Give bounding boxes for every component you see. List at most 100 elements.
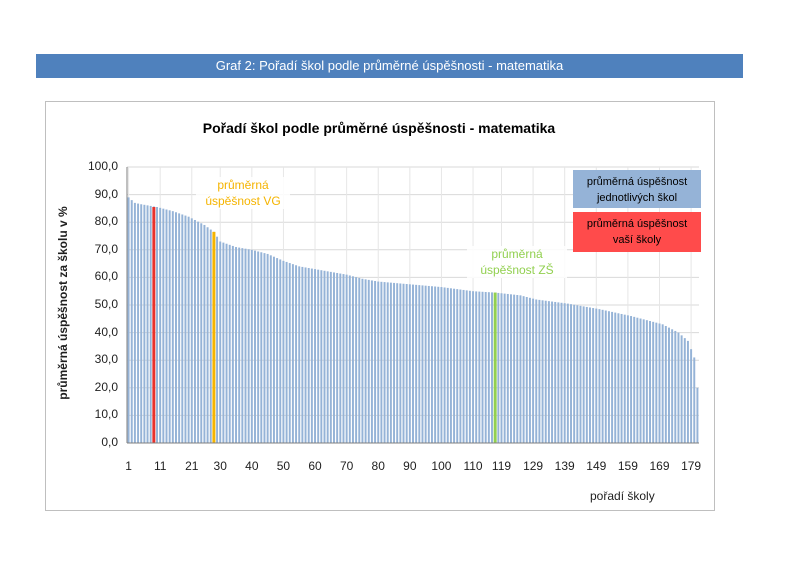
- x-tick-label: 110: [463, 459, 483, 473]
- school-bar: [570, 304, 572, 443]
- school-bar: [636, 317, 639, 443]
- school-bar: [396, 283, 399, 443]
- school-bar: [301, 266, 304, 443]
- school-bar: [203, 224, 206, 443]
- school-bar: [320, 270, 323, 443]
- school-bar: [386, 282, 389, 443]
- school-bar: [137, 203, 140, 443]
- school-bar: [592, 308, 595, 443]
- x-tick-label: 21: [185, 459, 199, 473]
- school-bar: [238, 247, 241, 443]
- school-bar: [497, 292, 500, 443]
- school-bar: [143, 204, 146, 443]
- school-bar: [291, 264, 294, 443]
- legend-all-schools-line1: průměrná úspěšnost: [586, 176, 688, 188]
- school-bar: [595, 308, 598, 443]
- x-tick-label: 40: [245, 459, 259, 473]
- school-bar: [288, 263, 291, 443]
- school-bar: [661, 324, 664, 443]
- vg-average-bar: [212, 231, 216, 443]
- school-bar: [339, 273, 342, 443]
- school-bar: [506, 293, 509, 443]
- school-bar: [456, 289, 459, 443]
- school-bar: [276, 258, 279, 443]
- school-bar: [149, 205, 152, 443]
- school-bar: [509, 294, 512, 443]
- vg-annotation-line2: úspěšnost VG: [205, 194, 281, 208]
- school-bar: [184, 215, 187, 443]
- school-bar: [228, 244, 231, 443]
- school-bar: [383, 282, 386, 443]
- school-bar: [168, 210, 171, 443]
- legend-your-school-line1: průměrná úspěšnost: [586, 218, 688, 230]
- school-bar: [430, 286, 433, 443]
- x-tick-label: 60: [308, 459, 322, 473]
- legend-your-school-line2: vaší školy: [612, 234, 662, 246]
- x-tick-label: 149: [586, 459, 607, 473]
- school-bar: [690, 349, 693, 443]
- legend-all-schools-line2: jednotlivých škol: [596, 192, 678, 204]
- school-bar: [642, 319, 645, 443]
- school-bar: [462, 289, 465, 443]
- school-bar: [254, 250, 256, 443]
- school-bar: [696, 387, 699, 443]
- school-bar: [614, 312, 617, 443]
- school-bar: [421, 285, 424, 443]
- school-bar: [427, 285, 430, 443]
- y-tick-label: 30,0: [94, 352, 118, 367]
- school-bar: [547, 301, 550, 443]
- school-bar: [446, 287, 449, 443]
- school-bar: [604, 310, 607, 443]
- school-bar: [345, 274, 348, 443]
- x-axis-label: pořadí školy: [590, 489, 655, 503]
- school-bar: [415, 284, 418, 443]
- zs-annotation-line2: úspěšnost ZŠ: [480, 263, 554, 277]
- school-bar: [200, 223, 203, 443]
- school-bar: [544, 300, 547, 443]
- school-bar: [566, 303, 569, 443]
- school-bar: [623, 314, 626, 443]
- school-bar: [443, 287, 446, 443]
- school-bar: [686, 340, 689, 443]
- y-tick-label: 50,0: [94, 297, 118, 311]
- school-bar: [133, 202, 136, 443]
- school-bar: [377, 281, 380, 443]
- school-bar: [178, 213, 181, 443]
- school-bar: [503, 293, 506, 443]
- school-bar: [639, 318, 642, 443]
- chart-title: Pořadí škol podle průměrné úspěšnosti - …: [202, 120, 556, 136]
- school-bar: [156, 207, 158, 443]
- school-bar: [389, 282, 392, 443]
- x-tick-label: 159: [617, 459, 638, 473]
- school-bar: [440, 287, 443, 443]
- school-bar: [127, 197, 130, 443]
- school-bar: [250, 249, 253, 443]
- x-tick-label: 11: [153, 459, 167, 473]
- x-tick-label: 169: [649, 459, 670, 473]
- school-bar: [181, 214, 184, 443]
- legend-item-your-school: průměrná úspěšnost vaší školy: [573, 212, 701, 252]
- school-bar: [633, 316, 636, 443]
- y-tick-label: 60,0: [94, 269, 118, 284]
- school-bar: [620, 313, 623, 443]
- school-bar: [554, 301, 557, 443]
- school-bar: [560, 302, 563, 443]
- school-bar: [683, 338, 686, 443]
- zs-average-bar: [493, 292, 497, 443]
- school-bar: [424, 285, 427, 443]
- school-bar: [576, 305, 579, 443]
- y-tick-label: 0,0: [101, 435, 118, 449]
- school-bar: [272, 256, 275, 443]
- school-bar: [585, 306, 588, 443]
- school-bar: [551, 301, 554, 443]
- x-tick-label: 80: [371, 459, 385, 473]
- school-bar: [187, 216, 190, 443]
- school-bar: [516, 295, 519, 443]
- school-bar: [333, 272, 335, 443]
- school-bar: [468, 290, 471, 443]
- school-bar: [162, 208, 165, 443]
- school-bar: [484, 291, 487, 443]
- school-bar: [171, 211, 174, 443]
- school-bar: [298, 266, 301, 443]
